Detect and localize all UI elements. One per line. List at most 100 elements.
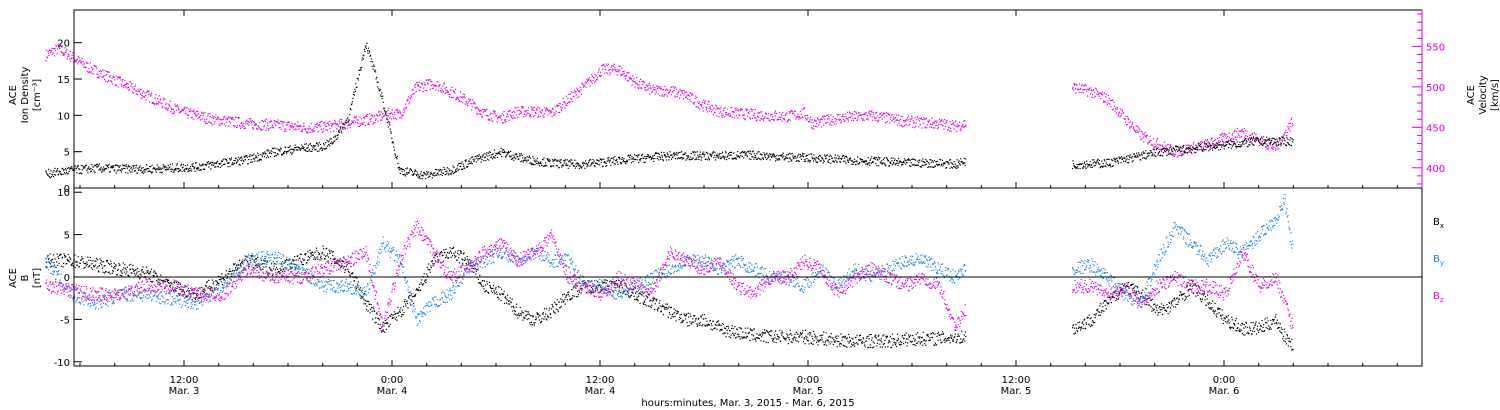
density-series-point xyxy=(564,160,566,162)
density-series-point xyxy=(656,158,658,160)
velocity-series-point xyxy=(202,118,204,120)
velocity-series-point xyxy=(719,111,722,113)
density-series-point xyxy=(727,155,729,158)
density-series-point xyxy=(121,169,123,171)
density-series-point xyxy=(769,159,771,161)
velocity-series-point xyxy=(749,117,751,119)
velocity-series-point xyxy=(822,115,824,117)
velocity-series-point xyxy=(359,116,361,118)
density-series-point xyxy=(828,156,830,158)
density-series-point xyxy=(875,162,877,165)
density-series-point xyxy=(190,166,192,168)
density-series-point xyxy=(657,156,659,158)
density-series-point xyxy=(411,174,413,176)
density-series-point xyxy=(692,151,694,153)
density-series-point xyxy=(410,169,413,172)
bx-series-point xyxy=(125,273,127,275)
velocity-series-point xyxy=(423,87,425,89)
bx-series-point xyxy=(196,294,198,296)
density-series-point xyxy=(254,160,256,162)
velocity-series-point xyxy=(451,86,453,88)
density-series-point xyxy=(857,156,859,158)
bx-series-point xyxy=(167,282,169,284)
density-series-point xyxy=(499,151,501,153)
velocity-series-point xyxy=(1195,144,1197,146)
velocity-series-point xyxy=(136,94,139,96)
velocity-series-point xyxy=(249,118,251,120)
density-series-point xyxy=(680,157,682,159)
bx-series-point xyxy=(249,259,251,262)
velocity-series-point xyxy=(850,119,853,121)
velocity-series-point xyxy=(630,78,632,80)
density-series-point xyxy=(1147,152,1149,154)
velocity-series-point xyxy=(726,112,728,114)
velocity-series-point xyxy=(634,86,636,88)
velocity-series-point xyxy=(472,99,474,101)
velocity-series-point xyxy=(463,96,465,98)
density-series-point xyxy=(1179,146,1181,148)
density-series-point xyxy=(549,160,551,162)
density-series-point xyxy=(213,162,215,164)
velocity-series-point xyxy=(377,115,379,117)
velocity-series-point xyxy=(716,107,719,109)
velocity-series-point xyxy=(664,89,666,91)
velocity-series-point xyxy=(1246,130,1248,132)
velocity-series-point xyxy=(615,69,617,71)
velocity-series-point xyxy=(464,94,466,96)
density-series-point xyxy=(701,153,703,155)
velocity-series-point xyxy=(210,122,212,124)
velocity-series-point xyxy=(760,118,763,120)
density-series-point xyxy=(198,169,200,171)
velocity-series-point xyxy=(367,113,369,115)
density-series-point xyxy=(896,162,898,164)
velocity-series-point xyxy=(62,52,64,54)
density-series-point xyxy=(314,145,317,147)
velocity-series-point xyxy=(429,88,431,90)
bx-series-point xyxy=(157,283,159,285)
velocity-series-point xyxy=(1240,130,1242,132)
velocity-series-point xyxy=(309,127,311,129)
velocity-series-point xyxy=(920,117,922,119)
velocity-series-point xyxy=(693,103,695,105)
density-series-point xyxy=(808,153,810,155)
velocity-series-point xyxy=(691,93,693,95)
velocity-series-point xyxy=(762,120,765,122)
velocity-series-point xyxy=(949,121,951,123)
velocity-series-point xyxy=(405,107,407,109)
velocity-series-point xyxy=(606,71,608,74)
density-series-point xyxy=(396,158,398,160)
density-series-point xyxy=(1096,161,1098,163)
density-series-point xyxy=(375,71,377,73)
density-series-point xyxy=(730,151,732,154)
velocity-series-point xyxy=(1112,99,1114,101)
velocity-series-point xyxy=(889,122,891,124)
velocity-series-point xyxy=(359,124,362,126)
velocity-series-point xyxy=(1074,88,1077,90)
velocity-series-point xyxy=(1144,135,1146,137)
density-series-point xyxy=(377,81,379,83)
density-series-point xyxy=(688,156,690,158)
velocity-series-point xyxy=(251,120,253,122)
velocity-series-point xyxy=(243,125,245,127)
density-series-point xyxy=(340,128,342,130)
velocity-series-point xyxy=(1217,142,1219,144)
density-series-point xyxy=(544,164,546,166)
density-series-point xyxy=(1128,162,1130,164)
density-series-point xyxy=(1239,141,1241,143)
velocity-series-point xyxy=(1203,140,1206,142)
density-series-point xyxy=(368,50,370,52)
density-series-point xyxy=(1083,163,1085,165)
density-series-point xyxy=(935,161,937,163)
density-series-point xyxy=(728,153,730,155)
density-series-point xyxy=(107,166,109,168)
density-series-point xyxy=(659,156,661,158)
velocity-series-point xyxy=(1072,89,1075,91)
velocity-series-point xyxy=(661,94,663,96)
velocity-series-point xyxy=(70,57,72,59)
velocity-series-point xyxy=(878,119,880,121)
density-series-point xyxy=(540,162,542,164)
velocity-series-point xyxy=(932,122,934,124)
density-series-point xyxy=(949,167,951,169)
density-series-point xyxy=(605,162,607,164)
density-series-point xyxy=(882,162,884,164)
